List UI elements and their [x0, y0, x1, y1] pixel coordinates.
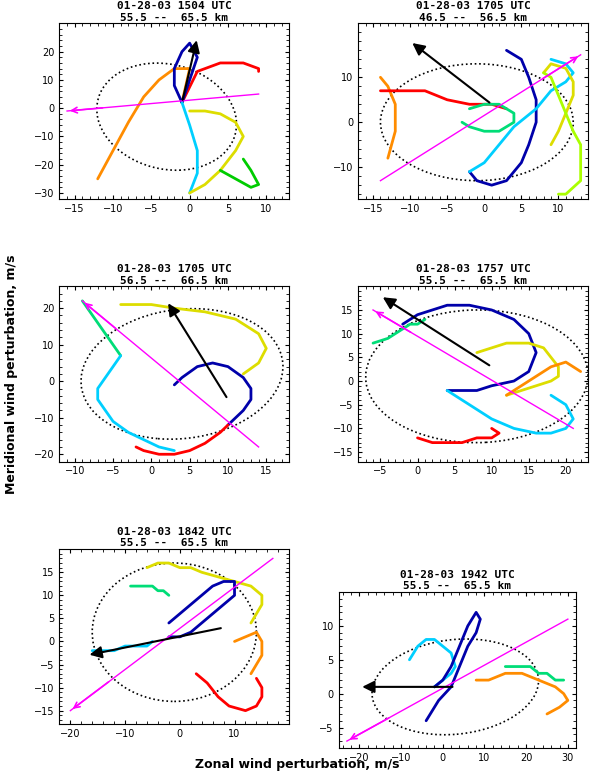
Title: 01-28-03 1942 UTC
55.5 --  65.5 km: 01-28-03 1942 UTC 55.5 -- 65.5 km	[400, 569, 515, 591]
Title: 01-28-03 1705 UTC
56.5 --  66.5 km: 01-28-03 1705 UTC 56.5 -- 66.5 km	[117, 264, 232, 286]
Title: 01-28-03 1757 UTC
55.5 --  65.5 km: 01-28-03 1757 UTC 55.5 -- 65.5 km	[416, 264, 530, 286]
Title: 01-28-03 1705 UTC
46.5 --  56.5 km: 01-28-03 1705 UTC 46.5 -- 56.5 km	[416, 1, 530, 23]
Text: Zonal wind perturbation, m/s: Zonal wind perturbation, m/s	[195, 758, 399, 771]
Text: Meridional wind perturbation, m/s: Meridional wind perturbation, m/s	[5, 254, 18, 494]
Title: 01-28-03 1504 UTC
55.5 --  65.5 km: 01-28-03 1504 UTC 55.5 -- 65.5 km	[117, 1, 232, 23]
Title: 01-28-03 1842 UTC
55.5 --  65.5 km: 01-28-03 1842 UTC 55.5 -- 65.5 km	[117, 527, 232, 548]
